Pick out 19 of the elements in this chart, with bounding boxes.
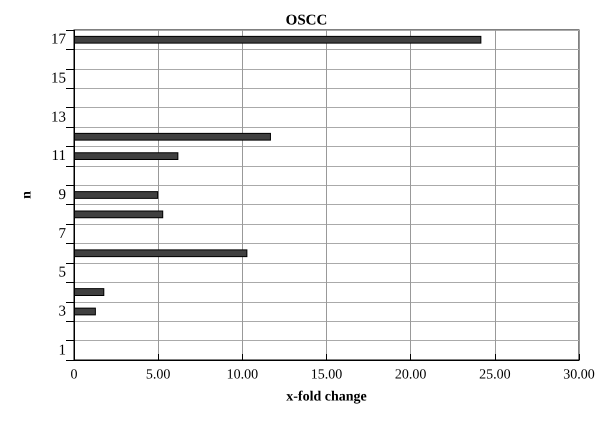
x-axis-title: x-fold change: [286, 390, 367, 404]
x-tick-label: 25.00: [479, 368, 511, 382]
y-tick-label: 7: [58, 226, 66, 242]
x-tick-label: 30.00: [563, 368, 595, 382]
y-tick-label: 9: [58, 187, 66, 203]
x-tick-label: 10.00: [226, 368, 258, 382]
y-tick-label: 5: [58, 264, 66, 281]
x-tick-label: 15.00: [310, 368, 342, 382]
y-tick-label: 15: [51, 70, 66, 87]
y-tick-label: 13: [51, 109, 66, 126]
x-tick-label: 20.00: [394, 368, 426, 382]
x-tick-label: 5.00: [146, 368, 170, 382]
y-tick-label: 3: [58, 303, 66, 320]
y-tick-label: 11: [52, 148, 66, 164]
y-tick-label: 17: [51, 32, 66, 48]
y-tick-label: 1: [58, 342, 66, 358]
x-tick-label: 0: [70, 368, 78, 382]
y-axis-title: n: [20, 190, 34, 199]
chart-title: OSCC: [286, 12, 328, 28]
